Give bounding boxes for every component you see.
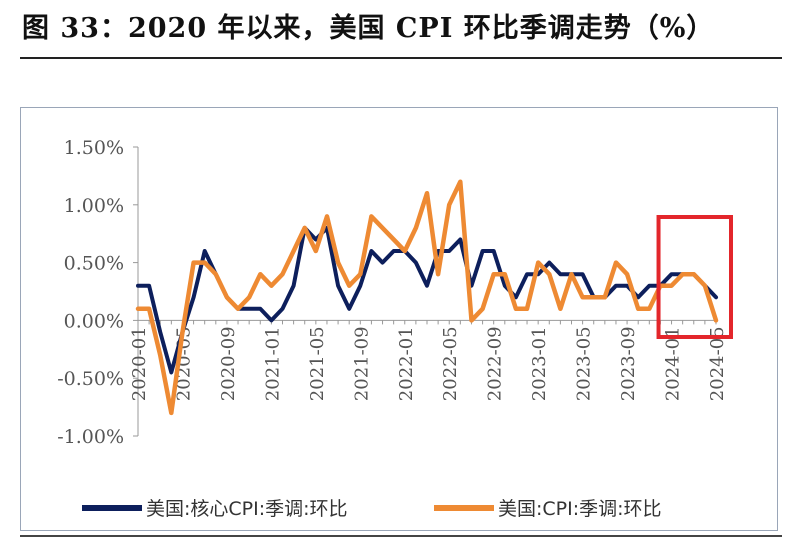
x-tick-label-2024-05: 2024-05 [707, 326, 728, 401]
chart-frame [20, 107, 778, 531]
x-tick-label-2022-05: 2022-05 [440, 326, 461, 401]
series-line-cpi [135, 179, 719, 416]
legend-label-cpi: 美国:CPI:季调:环比 [498, 498, 662, 520]
y-tick-label: -0.50% [57, 368, 124, 390]
figure-title: 图 33：2020 年以来，美国 CPI 环比季调走势（%） [22, 13, 715, 44]
x-tick-label-2023-01: 2023-01 [529, 326, 550, 401]
x-tick-label-2021-05: 2021-05 [307, 326, 328, 401]
x-tick-label-2022-01: 2022-01 [396, 326, 417, 401]
y-tick-label: 0.50% [64, 253, 124, 275]
y-tick-label: 1.50% [64, 137, 124, 159]
legend: 美国:核心CPI:季调:环比 美国:CPI:季调:环比 [82, 498, 662, 520]
legend-label-core-cpi: 美国:核心CPI:季调:环比 [146, 498, 348, 520]
x-tick-label-2021-01: 2021-01 [262, 326, 283, 401]
series-lines [135, 179, 719, 416]
y-axis: 1.50% 1.00% 0.50% 0.00% -0.50% -1.00% [57, 137, 139, 448]
y-tick-label: -1.00% [57, 426, 124, 448]
x-tick-label-2023-09: 2023-09 [618, 326, 639, 401]
title-rule [20, 57, 782, 59]
bottom-rule [20, 535, 782, 537]
x-tick-label-2020-09: 2020-09 [218, 326, 239, 401]
x-tick-label-2020-01: 2020-01 [129, 326, 150, 401]
y-tick-label: 0.00% [64, 310, 124, 332]
x-tick-label-2023-05: 2023-05 [574, 326, 595, 401]
highlight-box [656, 215, 733, 339]
x-axis: 2020-01 2020-05 2020-09 2021-01 2021-05 2021-… [129, 319, 728, 401]
x-tick-label-2024-01: 2024-01 [663, 326, 684, 401]
highlight-layer [656, 215, 733, 339]
x-tick-label-2021-09: 2021-09 [351, 326, 372, 401]
y-tick-label: 1.00% [64, 195, 124, 217]
x-tick-label-2022-09: 2022-09 [485, 326, 506, 401]
